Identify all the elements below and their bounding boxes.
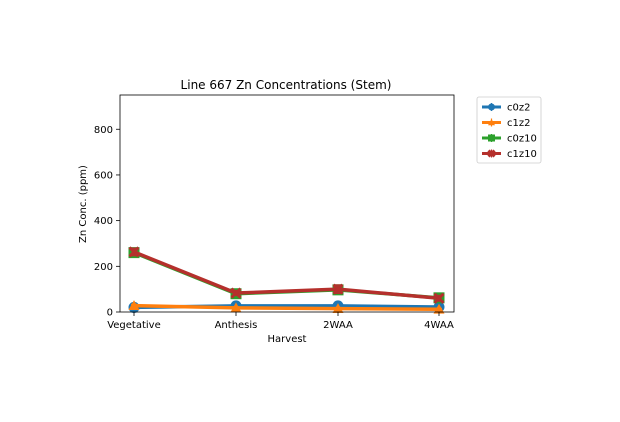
y-tick-label: 800	[94, 125, 113, 136]
plot-area	[128, 246, 445, 314]
legend-item-c0z2: c0z2	[482, 103, 530, 114]
y-tick-label: 600	[94, 170, 113, 181]
y-tick-label: 200	[94, 262, 113, 273]
data-point	[230, 287, 242, 299]
series-line	[133, 303, 440, 312]
series-line	[133, 250, 440, 301]
plot-frame	[119, 94, 455, 313]
y-axis-title: Zn Conc. (ppm)	[78, 165, 89, 243]
x-axis-title: Harvest	[268, 334, 307, 345]
y-tick-label: 0	[107, 308, 113, 319]
data-point	[332, 283, 344, 295]
axes: 0 200 400 600 800 Vegetative Anthesis 2WAA 4WAA	[94, 125, 454, 331]
data-point	[332, 303, 344, 313]
data-point-stroke	[230, 287, 242, 299]
chart-title: Line 667 Zn Concentrations (Stem)	[181, 78, 392, 92]
data-point	[230, 302, 242, 313]
legend-item-c1z2: c1z2	[482, 118, 530, 129]
legend: c0z2 c1z2 c0z10 c1z10	[476, 96, 542, 164]
legend-marker-stroke	[487, 149, 496, 158]
legend-marker	[488, 103, 495, 111]
data-point-stroke	[332, 283, 344, 295]
data-point	[128, 246, 140, 258]
data-point-stroke	[433, 292, 445, 304]
series-c1z2	[128, 300, 445, 314]
legend-frame	[476, 96, 542, 164]
legend-label: c1z2	[507, 118, 530, 129]
x-tick-label: 2WAA	[323, 320, 353, 331]
data-point-stroke	[128, 246, 140, 258]
series-c1z10	[128, 246, 445, 304]
x-tick-label: Anthesis	[215, 320, 258, 331]
y-tick-label: 400	[94, 216, 113, 227]
legend-label: c0z2	[507, 103, 530, 114]
data-point	[433, 303, 445, 314]
legend-marker	[488, 119, 495, 126]
legend-label: c1z10	[507, 149, 537, 160]
legend-marker	[487, 149, 496, 158]
data-point	[128, 300, 140, 311]
legend-marker	[488, 134, 495, 142]
x-tick-label: Vegetative	[107, 320, 161, 331]
data-point	[433, 292, 445, 304]
legend-label: c0z10	[507, 134, 537, 145]
legend-item-c0z10: c0z10	[482, 134, 537, 145]
x-tick-label: 4WAA	[424, 320, 454, 331]
legend-item-c1z10: c1z10	[482, 149, 537, 160]
